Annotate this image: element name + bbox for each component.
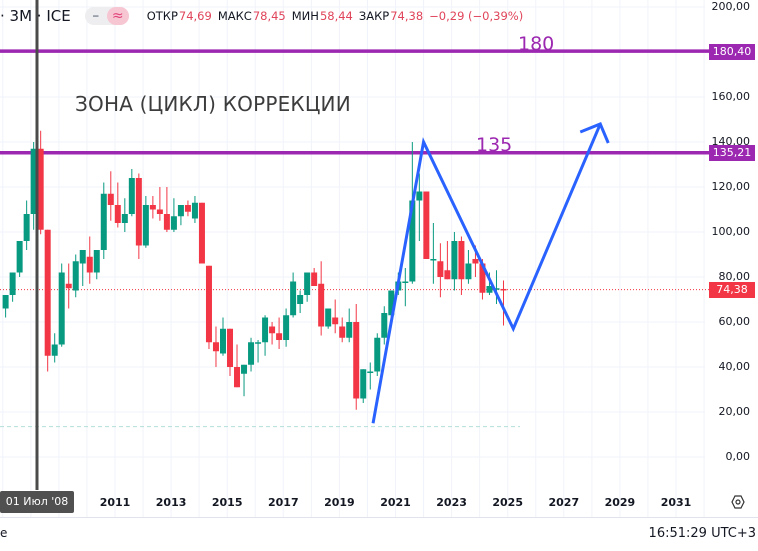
time-axis-tick: 2021: [380, 496, 411, 509]
time-axis-tick: 2027: [548, 496, 580, 509]
level-upper-price-tag: 180,40: [709, 44, 755, 60]
settings-icon[interactable]: [731, 495, 745, 509]
price-axis-tick: 120,00: [711, 180, 751, 193]
time-axis-tick: 2029: [604, 496, 636, 509]
price-axis-tick: 40,00: [718, 360, 751, 373]
level-135-label[interactable]: 135: [476, 134, 513, 156]
minus-icon[interactable]: –: [92, 8, 100, 24]
zone-annotation[interactable]: ЗОНА (ЦИКЛ) КОРРЕКЦИИ: [75, 92, 351, 116]
time-axis-tick: 2011: [99, 496, 131, 509]
footer-left-text: e: [0, 526, 8, 540]
grid-lines: [0, 0, 705, 517]
price-axis-tick: 0,00: [725, 450, 751, 463]
horizontal-levels[interactable]: [0, 49, 709, 155]
time-axis-tick: 2031: [660, 496, 692, 509]
time-axis-tick: 2023: [436, 496, 467, 509]
time-axis-border: [0, 517, 758, 518]
time-axis-tick: 2025: [492, 496, 523, 509]
trend-projection-line[interactable]: [371, 122, 610, 424]
level-180-label[interactable]: 180: [518, 33, 555, 55]
time-axis-tick: 2017: [267, 496, 299, 509]
chart-legend: · 3M · ICE – ≈ ОТКР74,69 МАКС78,45 МИН58…: [0, 4, 523, 28]
time-axis-tick: 2019: [324, 496, 355, 509]
last-price-tag: 74,38: [709, 282, 755, 298]
price-axis-tick: 80,00: [718, 270, 751, 283]
time-axis-tick: 2015: [211, 496, 243, 509]
price-change: −0,29 (−0,39%): [429, 9, 524, 23]
time-axis-tick: 2013: [155, 496, 187, 509]
price-axis-tick: 160,00: [711, 90, 751, 103]
candlestick-series: [2, 130, 507, 410]
ohlc-low: МИН58,44: [291, 9, 353, 23]
price-axis-tick: 100,00: [711, 225, 751, 238]
ohlc-high: МАКС78,45: [217, 9, 286, 23]
price-axis-tick: 60,00: [718, 315, 751, 328]
symbol-label[interactable]: · 3M · ICE: [0, 7, 71, 25]
crosshair-date-tag: 01 Июл '08: [0, 491, 74, 513]
ohlc-open: ОТКР74,69: [146, 9, 212, 23]
chart-type-toggle[interactable]: – ≈: [84, 7, 129, 25]
clock-time[interactable]: 16:51:29 UTC+3: [648, 526, 756, 541]
price-axis-tick: 200,00: [711, 0, 751, 13]
price-axis-tick: 20,00: [718, 405, 751, 418]
level-lower-price-tag: 135,21: [709, 145, 755, 161]
price-axis-tick: 140,00: [711, 135, 751, 148]
ohlc-close: ЗАКР74,38: [358, 9, 424, 23]
approx-icon[interactable]: ≈: [106, 7, 129, 25]
